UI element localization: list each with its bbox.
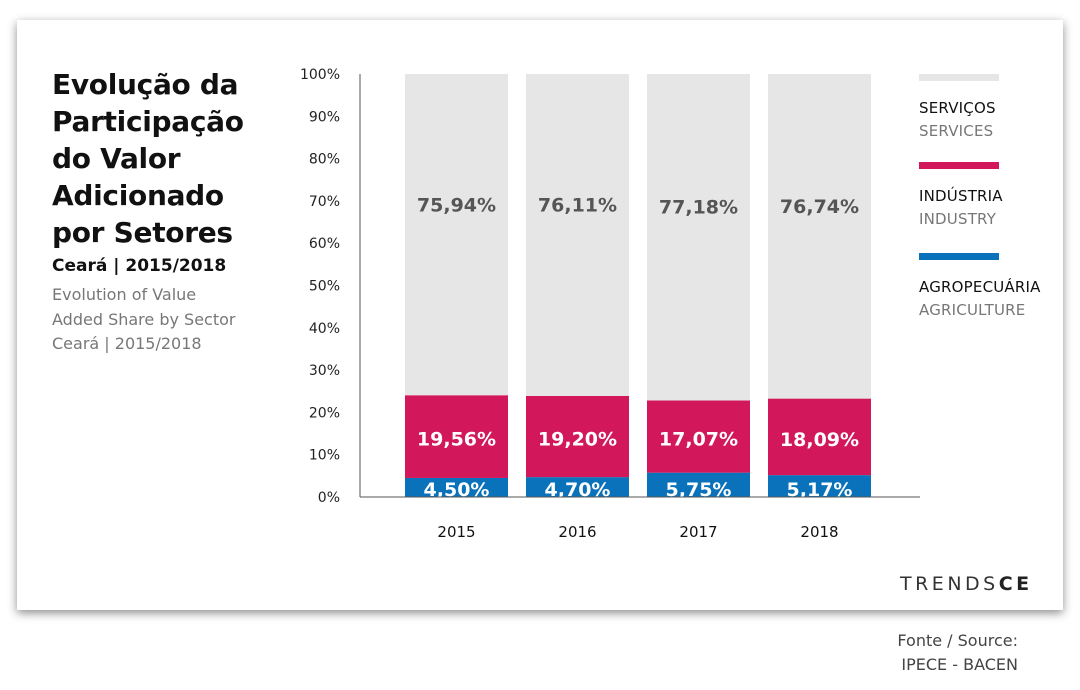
x-tick-label: 2017 bbox=[679, 523, 717, 541]
source-note: Fonte / Source: IPECE - BACEN bbox=[897, 629, 1018, 677]
legend-label-pt: INDÚSTRIA bbox=[919, 187, 1003, 205]
brand-text-bold: CE bbox=[998, 573, 1033, 595]
legend-label-en: SERVICES bbox=[919, 122, 994, 140]
x-tick-label: 2018 bbox=[800, 523, 838, 541]
source-value: IPECE - BACEN bbox=[901, 655, 1018, 674]
data-label: 17,07% bbox=[659, 429, 738, 451]
legend-item-industry: INDÚSTRIA INDUSTRY bbox=[919, 162, 1059, 228]
legend-item-agriculture: AGROPECUÁRIA AGRICULTURE bbox=[919, 253, 1059, 319]
legend-label-en: AGRICULTURE bbox=[919, 301, 1026, 319]
y-tick-label: 90% bbox=[309, 109, 340, 125]
chart-subtitle: Ceará | 2015/2018 bbox=[52, 256, 227, 276]
data-label: 5,75% bbox=[666, 479, 732, 501]
y-tick-label: 0% bbox=[318, 490, 340, 506]
data-label: 76,11% bbox=[538, 195, 617, 217]
english-title-line: Evolution of Value bbox=[52, 285, 197, 304]
bar-segment bbox=[405, 74, 508, 396]
legend-swatch-agriculture bbox=[919, 253, 999, 260]
legend-label-en: INDUSTRY bbox=[919, 210, 997, 228]
brand-logo: TRENDSCE bbox=[900, 573, 1033, 595]
x-tick-label: 2016 bbox=[558, 523, 596, 541]
bar-segment bbox=[647, 472, 750, 497]
legend-swatch-services bbox=[919, 74, 999, 81]
bar-segment bbox=[768, 398, 871, 476]
brand-text-light: TRENDS bbox=[900, 573, 999, 595]
legend-item-services: SERVIÇOS SERVICES bbox=[919, 74, 1059, 140]
legend-label-pt: AGROPECUÁRIA bbox=[919, 278, 1041, 296]
data-label: 19,20% bbox=[538, 429, 617, 451]
bar-segment bbox=[526, 395, 629, 478]
y-tick-label: 50% bbox=[309, 279, 340, 295]
legend-label-pt: SERVIÇOS bbox=[919, 99, 996, 117]
y-tick-label: 40% bbox=[309, 321, 340, 337]
english-title-line: Added Share by Sector bbox=[52, 309, 236, 329]
data-label: 4,70% bbox=[545, 479, 611, 501]
chart-title: Evolução da Participação do Valor Adicio… bbox=[52, 68, 244, 249]
bar-segment bbox=[647, 400, 750, 473]
data-label: 5,17% bbox=[787, 479, 853, 501]
y-tick-label: 80% bbox=[309, 152, 340, 168]
data-label: 19,56% bbox=[417, 429, 496, 451]
bar-segment bbox=[768, 74, 871, 399]
data-label: 77,18% bbox=[659, 197, 738, 219]
english-title-line: Ceará | 2015/2018 bbox=[52, 334, 202, 353]
data-label: 18,09% bbox=[780, 429, 859, 451]
bar-segment bbox=[405, 477, 508, 497]
legend-swatch-industry bbox=[919, 162, 999, 169]
source-label: Fonte / Source: bbox=[897, 631, 1018, 650]
data-label: 76,74% bbox=[780, 196, 859, 218]
y-tick-label: 70% bbox=[309, 194, 340, 210]
bar-segment bbox=[526, 73, 629, 396]
english-title: Evolution of Value Added Share by Sector… bbox=[52, 283, 282, 357]
y-tick-label: 10% bbox=[309, 448, 340, 464]
bar-segment bbox=[405, 395, 508, 478]
y-tick-label: 20% bbox=[309, 405, 340, 421]
data-label: 75,94% bbox=[417, 194, 496, 216]
x-tick-label: 2015 bbox=[437, 523, 475, 541]
y-tick-label: 60% bbox=[309, 236, 340, 252]
y-tick-label: 30% bbox=[309, 363, 340, 379]
data-label: 4,50% bbox=[424, 479, 490, 501]
y-tick-label: 100% bbox=[300, 67, 340, 83]
bar-segment bbox=[768, 475, 871, 497]
bar-segment bbox=[526, 477, 629, 497]
bar-segment bbox=[647, 74, 750, 401]
